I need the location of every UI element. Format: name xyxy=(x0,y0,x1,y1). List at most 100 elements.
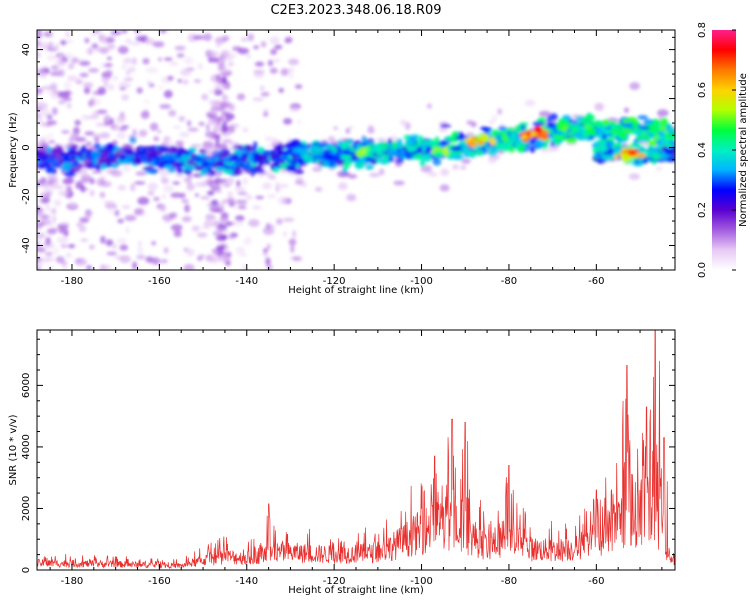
spectral-noise-cell xyxy=(66,185,72,192)
spectral-hotspot-cell xyxy=(525,130,532,136)
spectral-noise-cell xyxy=(37,30,41,33)
spectral-ridge-cell xyxy=(637,115,649,120)
spectral-noise-cell xyxy=(37,237,42,243)
spectral-ridge-cell xyxy=(432,158,442,166)
spectral-noise-cell xyxy=(221,217,227,226)
spectral-noise-cell xyxy=(367,127,375,134)
x-tick-label: -160 xyxy=(148,576,171,587)
spectral-noise-cell xyxy=(173,125,181,129)
snr-panel: -180 -160 -140 -120 -100 -80 -600200040006000 … xyxy=(8,329,676,596)
spectral-ridge-cell xyxy=(586,119,594,125)
spectral-noise-cell xyxy=(163,185,174,193)
spectral-noise-cell xyxy=(264,136,274,142)
spectral-noise-cell xyxy=(289,106,300,113)
spectral-noise-cell xyxy=(145,67,158,74)
spectral-noise-cell xyxy=(67,75,78,82)
spectral-ridge-cell xyxy=(250,167,257,175)
spectral-noise-cell xyxy=(219,115,225,122)
spectral-noise-cell xyxy=(55,59,61,68)
spectral-noise-cell xyxy=(127,66,136,73)
spectral-ridge-cell xyxy=(109,152,115,157)
spectral-ridge-cell xyxy=(329,159,336,167)
spectral-noise-cell xyxy=(440,168,450,176)
spectral-ridge-cell xyxy=(185,164,196,171)
spectral-ridge-cell xyxy=(649,151,658,156)
spectral-ridge-cell xyxy=(215,166,220,171)
spectral-ridge-cell xyxy=(597,153,602,159)
spectral-ridge-cell xyxy=(172,156,180,161)
spectral-noise-cell xyxy=(170,224,183,232)
spectral-noise-cell xyxy=(119,244,129,251)
spectral-noise-cell xyxy=(136,87,143,94)
spectral-noise-cell xyxy=(284,37,292,44)
spectral-ridge-cell xyxy=(422,140,430,146)
spectral-noise-cell xyxy=(215,227,224,231)
spectral-ridge-cell xyxy=(640,138,650,142)
spectral-noise-cell xyxy=(345,127,350,134)
spectral-noise-cell xyxy=(107,56,112,61)
spectral-ridge-cell xyxy=(665,123,673,129)
spectral-ridge-cell xyxy=(458,140,468,147)
spectral-hotspot-cell xyxy=(533,125,543,135)
spectral-noise-cell xyxy=(212,186,218,191)
spectral-ridge-cell xyxy=(158,162,165,170)
spectral-ridge-cell xyxy=(665,132,671,139)
spectral-noise-cell xyxy=(176,53,185,58)
spectral-noise-cell xyxy=(253,45,259,50)
spectral-noise-cell xyxy=(172,181,181,185)
spectral-ridge-cell xyxy=(337,151,345,155)
spectral-ridge-cell xyxy=(309,144,322,149)
spectral-noise-cell xyxy=(109,207,114,214)
spectral-noise-cell xyxy=(121,94,130,101)
spectral-noise-cell xyxy=(37,262,41,268)
spectral-hotspot-cell xyxy=(471,136,478,141)
spectral-noise-cell xyxy=(177,79,182,83)
spectral-ridge-cell xyxy=(491,129,499,134)
spectral-ridge-cell xyxy=(615,123,623,128)
spectral-ridge-cell xyxy=(578,136,585,141)
spectral-noise-cell xyxy=(205,123,210,132)
spectral-noise-cell xyxy=(279,169,289,174)
spectral-ridge-cell xyxy=(408,134,418,143)
spectral-noise-cell xyxy=(269,36,280,45)
spectral-ridge-cell xyxy=(660,118,669,127)
spectral-noise-cell xyxy=(90,97,95,106)
y-tick-label: 0 xyxy=(21,144,32,150)
spectral-noise-cell xyxy=(60,40,67,46)
spectral-noise-cell xyxy=(238,252,248,257)
spectral-noise-cell xyxy=(294,84,303,89)
spectral-noise-cell xyxy=(242,238,253,246)
spectral-ridge-cell xyxy=(45,165,53,174)
spectral-noise-cell xyxy=(214,86,222,91)
spectral-ridge-cell xyxy=(322,149,333,153)
spectral-ridge-cell xyxy=(237,149,242,158)
spectral-noise-cell xyxy=(120,125,130,129)
spectral-noise-cell xyxy=(186,248,195,257)
spectral-noise-cell xyxy=(263,108,269,114)
x-tick-label: -160 xyxy=(148,276,171,287)
spectral-noise-cell xyxy=(48,139,56,144)
spectral-noise-cell xyxy=(656,166,663,171)
x-tick-label: -100 xyxy=(410,576,433,587)
spectral-ridge-cell xyxy=(234,159,244,167)
spectral-ridge-cell xyxy=(550,139,555,147)
spectral-noise-cell xyxy=(221,85,228,90)
spectral-ridge-cell xyxy=(365,164,374,170)
spectral-noise-cell xyxy=(137,240,143,247)
spectral-noise-cell xyxy=(216,65,227,71)
spectral-noise-cell xyxy=(84,37,90,44)
spectral-noise-cell xyxy=(184,204,191,213)
spectral-ridge-cell xyxy=(383,155,390,164)
spectral-noise-cell xyxy=(272,58,280,64)
spectral-noise-cell xyxy=(57,69,65,77)
spectral-hotspot-cell xyxy=(582,125,592,129)
spectral-noise-cell xyxy=(628,173,641,180)
spectral-noise-cell xyxy=(99,132,110,139)
spectral-ridge-cell xyxy=(332,149,337,155)
spectral-noise-cell xyxy=(221,139,233,144)
spectral-ridge-cell xyxy=(222,152,228,158)
spectral-noise-cell xyxy=(120,83,133,87)
spectral-ridge-cell xyxy=(405,151,414,159)
spectral-noise-cell xyxy=(45,237,51,245)
spectral-noise-cell xyxy=(427,172,438,177)
